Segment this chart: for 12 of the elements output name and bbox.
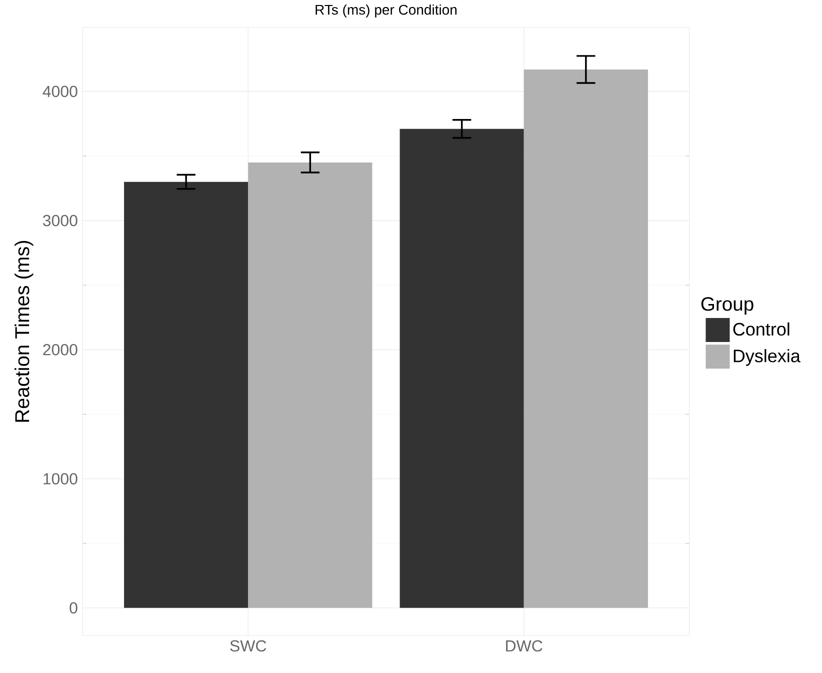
x-tick-label: SWC [230, 640, 266, 652]
legend-label: Control [733, 322, 790, 336]
y-tick-label: 4000 [42, 86, 78, 98]
legend-label: Dyslexia [734, 349, 800, 366]
y-axis-title: Reaction Times (ms) [14, 241, 34, 422]
legend-title: Group [701, 297, 754, 315]
chart-title: RTs (ms) per Condition [316, 4, 457, 18]
y-tick-label: 3000 [42, 214, 78, 226]
y-tick-label: 1000 [44, 473, 78, 484]
y-tick-label: 2000 [43, 344, 78, 356]
x-tick-label: DWC [506, 640, 542, 652]
y-tick-label: 0 [70, 602, 78, 614]
